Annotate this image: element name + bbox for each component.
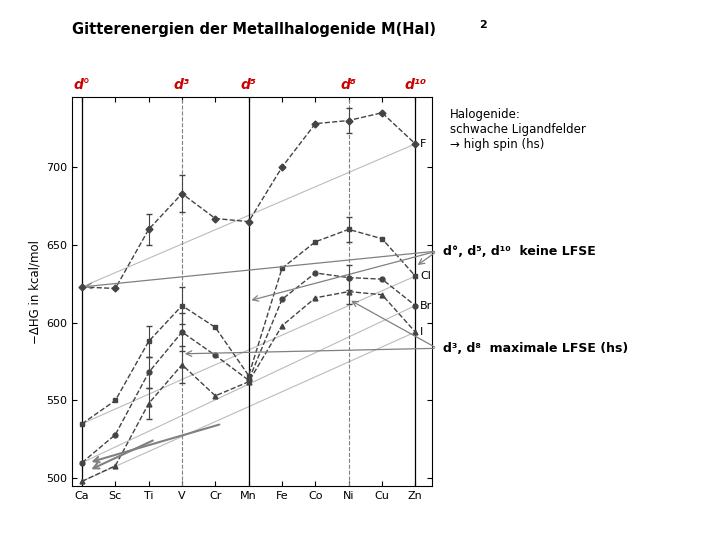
Text: Br: Br xyxy=(420,301,433,310)
Y-axis label: −ΔHG in kcal/mol: −ΔHG in kcal/mol xyxy=(29,240,42,343)
Text: 2: 2 xyxy=(479,19,487,30)
Text: Halogenide:
schwache Ligandfelder
→ high spin (hs): Halogenide: schwache Ligandfelder → high… xyxy=(450,108,586,151)
Text: d¹⁰: d¹⁰ xyxy=(404,78,426,92)
Text: d³: d³ xyxy=(174,78,190,92)
Text: Gitterenergien der Metallhalogenide M(Hal): Gitterenergien der Metallhalogenide M(Ha… xyxy=(72,22,436,37)
Text: Cl: Cl xyxy=(420,271,431,281)
Text: I: I xyxy=(420,327,423,337)
Text: d³, d⁸  maximale LFSE (hs): d³, d⁸ maximale LFSE (hs) xyxy=(443,342,628,355)
Text: d°: d° xyxy=(73,78,91,92)
Text: d°, d⁵, d¹⁰  keine LFSE: d°, d⁵, d¹⁰ keine LFSE xyxy=(443,245,595,258)
Text: F: F xyxy=(420,139,427,149)
Text: d⁸: d⁸ xyxy=(341,78,356,92)
Text: d⁵: d⁵ xyxy=(240,78,256,92)
